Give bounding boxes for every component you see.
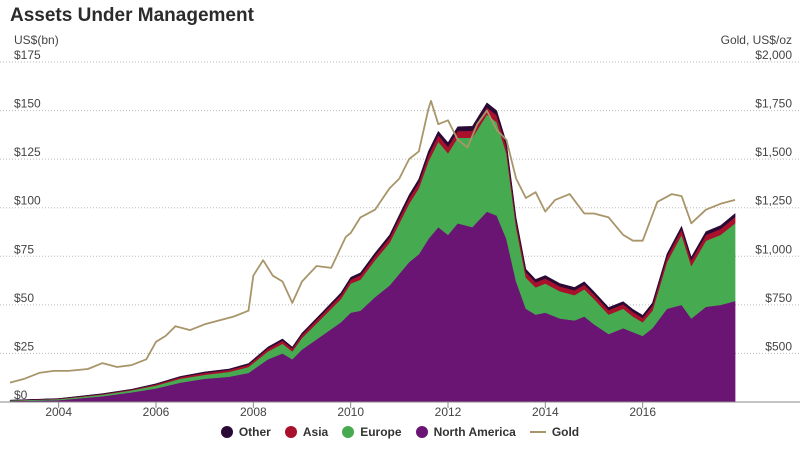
legend-item-north-america: North America bbox=[415, 425, 516, 439]
left-tick-label: $100 bbox=[14, 194, 41, 208]
x-tick-label: 2008 bbox=[240, 405, 267, 419]
x-tick-label: 2012 bbox=[435, 405, 462, 419]
area-layers bbox=[9, 102, 736, 403]
x-tick-label: 2016 bbox=[629, 405, 656, 419]
legend-swatch-gold bbox=[529, 431, 546, 433]
chart-canvas: $0 $25 $50 $75 $100 $125 $150 $175 $500 $750 $1,00… bbox=[0, 48, 800, 419]
legend-item-asia: Asia bbox=[284, 425, 329, 439]
right-tick-label: $1,750 bbox=[755, 97, 792, 111]
right-tick-label: $1,500 bbox=[755, 145, 792, 159]
left-tick-label: $75 bbox=[14, 242, 34, 256]
legend-item-europe: Europe bbox=[342, 425, 402, 439]
legend-label-other: Other bbox=[238, 425, 271, 439]
x-tick-label: 2010 bbox=[337, 405, 364, 419]
gold-price-line bbox=[9, 100, 736, 384]
legend: Other Asia Europe North America Gold bbox=[0, 425, 800, 439]
legend-item-other: Other bbox=[220, 425, 271, 439]
tick-labels: $0 $25 $50 $75 $100 $125 $150 $175 $500 $750 $1,00… bbox=[14, 48, 792, 419]
right-tick-label: $500 bbox=[765, 339, 792, 353]
chart-title: Assets Under Management bbox=[10, 5, 254, 26]
left-tick-label: $125 bbox=[14, 145, 41, 159]
legend-swatch-europe bbox=[342, 426, 355, 438]
legend-label-asia: Asia bbox=[302, 425, 329, 439]
legend-swatch-north-america bbox=[415, 426, 428, 438]
left-tick-label: $175 bbox=[14, 48, 41, 62]
left-tick-label: $150 bbox=[14, 97, 41, 111]
x-tick-label: 2014 bbox=[532, 405, 559, 419]
left-tick-label: $25 bbox=[14, 339, 34, 353]
left-axis-unit-label: US$(bn) bbox=[14, 33, 59, 47]
legend-label-gold: Gold bbox=[551, 425, 580, 439]
legend-item-gold: Gold bbox=[529, 425, 580, 439]
left-tick-label: $50 bbox=[14, 291, 34, 305]
axes bbox=[0, 401, 800, 408]
x-tick-label: 2006 bbox=[143, 405, 170, 419]
right-tick-label: $2,000 bbox=[755, 48, 792, 62]
legend-swatch-other bbox=[220, 426, 233, 438]
area-other bbox=[9, 102, 736, 401]
legend-label-north-america: North America bbox=[433, 425, 516, 439]
gold-price-line-group bbox=[9, 100, 736, 384]
x-tick-label: 2004 bbox=[45, 405, 72, 419]
right-tick-label: $1,250 bbox=[755, 194, 792, 208]
right-tick-label: $1,000 bbox=[755, 242, 792, 256]
right-tick-label: $750 bbox=[765, 291, 792, 305]
legend-swatch-asia bbox=[284, 426, 297, 438]
left-tick-label: $0 bbox=[14, 388, 28, 402]
right-axis-unit-label: Gold, US$/oz bbox=[720, 33, 792, 47]
legend-label-europe: Europe bbox=[360, 425, 402, 439]
